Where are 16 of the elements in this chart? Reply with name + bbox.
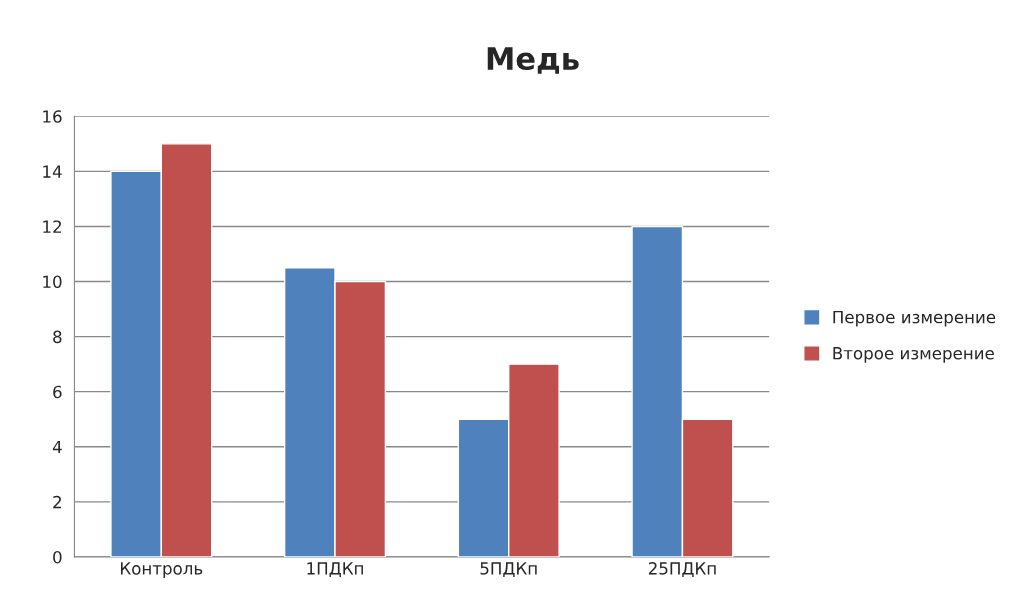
legend-label: Первое измерение bbox=[833, 310, 996, 327]
y-tick-label: 12 bbox=[43, 220, 61, 233]
legend-label: Второе измерение bbox=[833, 347, 994, 363]
y-tick-label: 8 bbox=[53, 330, 62, 344]
x-tick-label: 1ПДКп bbox=[307, 562, 363, 578]
x-tick-label: 25ПДКп bbox=[648, 562, 716, 578]
y-tick-label: 14 bbox=[43, 165, 62, 178]
chart-title: Медь bbox=[487, 47, 579, 74]
x-tick-label: Контроль bbox=[120, 562, 203, 578]
y-tick-label: 0 bbox=[53, 550, 62, 564]
y-tick-label: 10 bbox=[43, 275, 62, 289]
y-tick-label: 6 bbox=[53, 385, 62, 399]
x-tick-label: 5ПДКп bbox=[480, 562, 537, 578]
y-tick-label: 16 bbox=[43, 110, 62, 123]
y-tick-label: 2 bbox=[53, 495, 61, 509]
y-tick-label: 4 bbox=[52, 440, 62, 454]
